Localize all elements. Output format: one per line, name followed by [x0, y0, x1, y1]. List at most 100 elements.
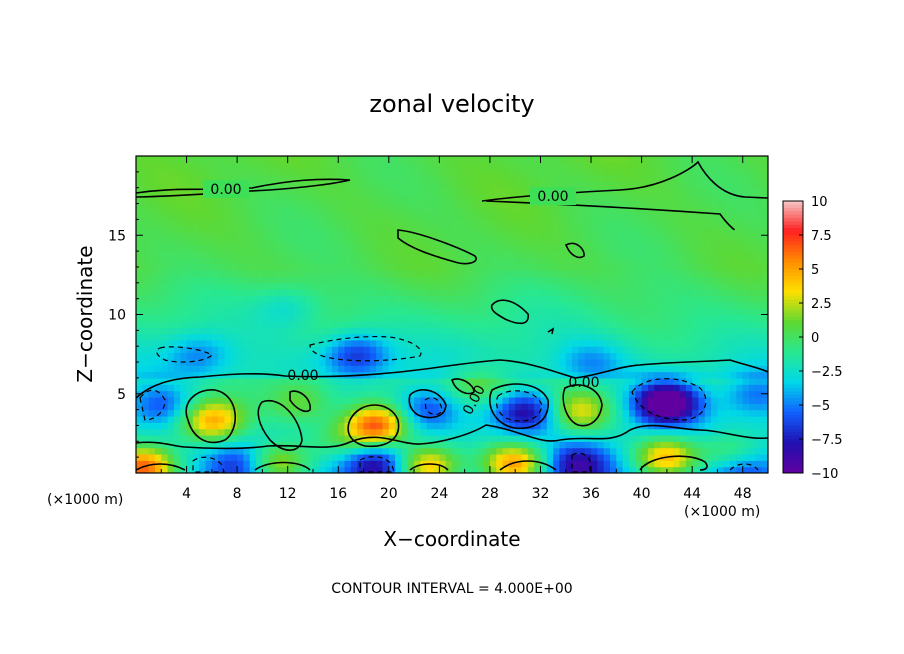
heatmap-cell [224, 206, 232, 214]
heatmap-cell [186, 428, 194, 436]
heatmap-cell [736, 232, 744, 240]
heatmap-cell [755, 213, 763, 220]
heatmap-cell [692, 162, 700, 170]
heatmap-cell [388, 156, 396, 163]
heatmap-cell [357, 156, 365, 163]
heatmap-cell [142, 301, 150, 309]
heatmap-cell [508, 175, 516, 182]
heatmap-cell [635, 447, 643, 455]
heatmap-cell [723, 295, 731, 303]
heatmap-cell [331, 352, 339, 360]
heatmap-cell [338, 251, 346, 259]
heatmap-cell [243, 447, 251, 455]
heatmap-cell [218, 232, 226, 240]
heatmap-cell [711, 200, 719, 208]
heatmap-cell [723, 175, 731, 182]
heatmap-cell [237, 289, 245, 297]
heatmap-cell [306, 371, 314, 379]
heatmap-cell [420, 168, 428, 176]
heatmap-cell [610, 219, 617, 227]
heatmap-cell [243, 257, 251, 265]
heatmap-cell [205, 213, 213, 220]
heatmap-cell [237, 327, 245, 335]
heatmap-cell [344, 409, 352, 417]
heatmap-cell [414, 358, 421, 366]
heatmap-cell [312, 213, 320, 220]
heatmap-cell [628, 422, 636, 430]
heatmap-cell [572, 181, 579, 189]
heatmap-cell [723, 200, 731, 208]
heatmap-cell [565, 333, 573, 341]
heatmap-cell [445, 213, 453, 220]
heatmap-cell [546, 460, 554, 468]
heatmap-cell [287, 365, 295, 373]
heatmap-cell [458, 194, 466, 201]
heatmap-cell [489, 244, 497, 252]
heatmap-cell [610, 232, 617, 240]
heatmap-cell [458, 358, 466, 366]
heatmap-cell [300, 396, 308, 404]
heatmap-cell [401, 175, 409, 182]
heatmap-cell [458, 453, 466, 461]
heatmap-cell [610, 365, 617, 373]
heatmap-cell [249, 156, 257, 163]
heatmap-cell [382, 441, 390, 449]
heatmap-cell [319, 206, 327, 214]
heatmap-cell [584, 460, 592, 468]
heatmap-cell [597, 282, 605, 290]
heatmap-cell [540, 403, 548, 411]
heatmap-cell [717, 415, 725, 423]
heatmap-cell [243, 289, 251, 297]
heatmap-cell [578, 320, 586, 328]
heatmap-cell [578, 358, 586, 366]
heatmap-cell [281, 181, 289, 189]
heatmap-cell [578, 219, 586, 227]
heatmap-cell [597, 453, 605, 461]
heatmap-cell [496, 301, 504, 309]
heatmap-cell [654, 390, 662, 398]
heatmap-cell [704, 409, 712, 417]
heatmap-cell [591, 460, 598, 468]
heatmap-cell [616, 447, 624, 455]
heatmap-cell [622, 276, 630, 284]
heatmap-cell [395, 352, 403, 360]
heatmap-cell [161, 409, 169, 417]
heatmap-cell [546, 371, 554, 379]
heatmap-cell [610, 200, 617, 208]
heatmap-cell [508, 251, 516, 259]
heatmap-cell [458, 257, 466, 265]
heatmap-cell [540, 181, 548, 189]
heatmap-cell [755, 156, 763, 163]
heatmap-cell [711, 358, 719, 366]
heatmap-cell [679, 257, 687, 265]
heatmap-cell [319, 327, 327, 335]
heatmap-cell [502, 213, 510, 220]
heatmap-cell [584, 466, 592, 473]
heatmap-cell [249, 327, 257, 335]
heatmap-cell [628, 327, 636, 335]
heatmap-cell [578, 232, 586, 240]
heatmap-cell [376, 213, 384, 220]
heatmap-cell [711, 447, 719, 455]
heatmap-cell [186, 447, 194, 455]
heatmap-cell [294, 156, 301, 163]
heatmap-cell [755, 308, 763, 316]
heatmap-cell [211, 460, 219, 468]
heatmap-cell [616, 371, 624, 379]
heatmap-cell [717, 225, 725, 233]
heatmap-cell [527, 213, 535, 220]
heatmap-cell [433, 441, 440, 449]
heatmap-cell [224, 403, 232, 411]
heatmap-cell [414, 194, 421, 201]
heatmap-cell [546, 181, 554, 189]
heatmap-cell [610, 289, 617, 297]
heatmap-cell [376, 422, 384, 430]
heatmap-cell [205, 358, 213, 366]
heatmap-cell [553, 441, 561, 449]
heatmap-cell [458, 156, 466, 163]
heatmap-cell [275, 289, 282, 297]
heatmap-cell [603, 181, 611, 189]
heatmap-cell [142, 447, 150, 455]
heatmap-cell [350, 352, 358, 360]
heatmap-cell [761, 181, 768, 189]
